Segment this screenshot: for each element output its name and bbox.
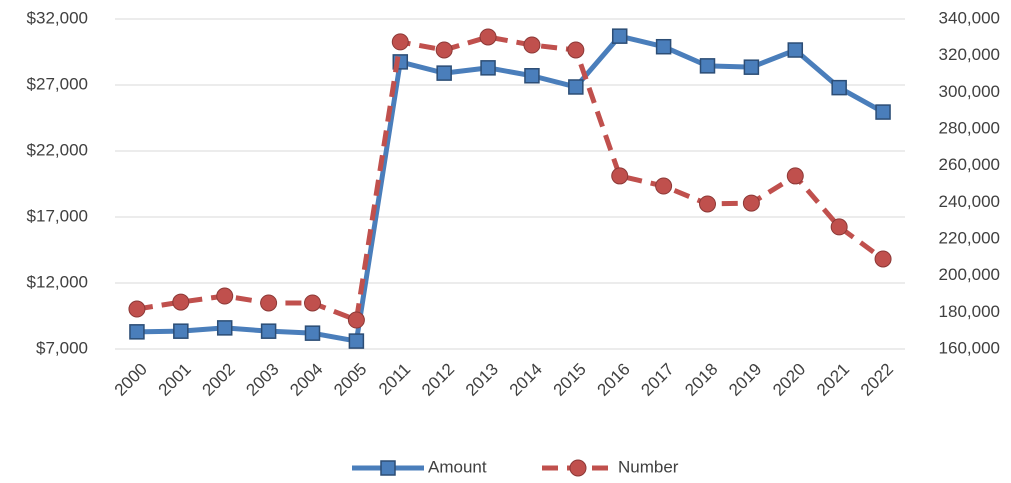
legend-label: Number [618, 457, 679, 476]
data-point [787, 42, 804, 58]
data-point [874, 250, 892, 268]
x-tick-label: 2017 [637, 360, 677, 400]
data-point [435, 41, 453, 59]
y-tick-label: $17,000 [27, 206, 88, 225]
data-point [743, 59, 760, 75]
data-point [129, 324, 145, 340]
data-point [128, 300, 146, 318]
y-tick-label: $12,000 [27, 272, 88, 291]
data-point [699, 58, 716, 74]
data-point [655, 38, 672, 55]
data-point [830, 218, 848, 236]
data-point [304, 294, 321, 312]
x-tick-label: 2000 [111, 360, 151, 400]
y2-tick-label: 220,000 [939, 228, 1000, 247]
data-point [523, 36, 541, 54]
data-point [875, 104, 891, 120]
data-point [347, 311, 365, 329]
data-point [260, 323, 277, 339]
y2-tick-label: 280,000 [939, 118, 1000, 137]
x-tick-label: 2002 [199, 360, 239, 400]
data-point [567, 41, 585, 59]
data-point [786, 167, 804, 185]
x-tick-label: 2014 [506, 360, 546, 400]
x-tick-label: 2003 [242, 360, 282, 400]
y-tick-label: $7,000 [36, 338, 88, 357]
x-tick-label: 2016 [594, 360, 634, 400]
x-tick-label: 2001 [155, 360, 195, 400]
x-tick-label: 2021 [813, 360, 853, 400]
x-tick-label: 2015 [550, 360, 590, 400]
data-point [216, 320, 233, 336]
data-point [524, 68, 540, 84]
y2-tick-label: 180,000 [939, 302, 1000, 321]
data-point [436, 65, 452, 81]
x-tick-label: 2012 [418, 360, 458, 400]
data-point [173, 323, 189, 339]
x-tick-label: 2020 [769, 360, 809, 400]
legend-marker [380, 460, 396, 476]
series-line [136, 34, 885, 323]
data-point [655, 177, 673, 195]
data-point [699, 195, 716, 213]
y2-tick-label: 200,000 [939, 265, 1000, 284]
legend-marker [569, 459, 587, 477]
x-tick-label: 2019 [725, 360, 765, 400]
x-tick-label: 2011 [375, 360, 414, 399]
x-tick-label: 2018 [681, 360, 721, 400]
x-tick-label: 2022 [857, 360, 897, 400]
data-point [479, 28, 497, 46]
data-point [172, 293, 190, 311]
y2-tick-label: 240,000 [939, 192, 1000, 211]
y2-tick-label: 340,000 [939, 8, 1000, 27]
y-tick-label: $32,000 [27, 8, 88, 27]
data-point [568, 79, 584, 95]
x-tick-label: 2004 [286, 360, 326, 400]
legend-label: Amount [428, 457, 487, 476]
y2-tick-label: 160,000 [939, 338, 1000, 357]
data-point [611, 28, 628, 44]
data-point [611, 167, 629, 185]
data-point [260, 294, 278, 312]
data-point [742, 194, 760, 212]
y2-tick-label: 320,000 [939, 45, 1000, 64]
data-point [216, 287, 234, 305]
x-tick-label: 2005 [330, 360, 370, 400]
y2-tick-label: 260,000 [939, 155, 1000, 174]
data-point [391, 33, 409, 51]
y-tick-label: $27,000 [27, 74, 88, 93]
x-tick-label: 2013 [462, 360, 502, 400]
data-point [304, 325, 321, 341]
y-tick-label: $22,000 [27, 140, 88, 159]
data-point [831, 79, 847, 96]
data-point [348, 333, 365, 349]
data-point [480, 60, 496, 76]
y2-tick-label: 300,000 [939, 82, 1000, 101]
